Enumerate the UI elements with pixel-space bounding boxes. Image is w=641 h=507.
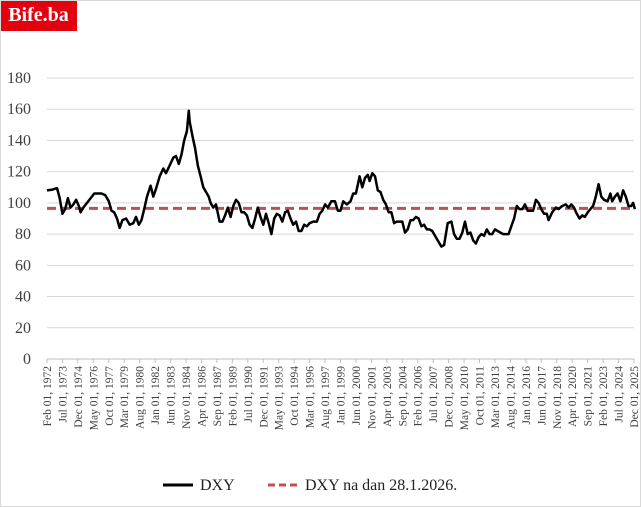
x-tick-label: Nov 01, 2018 [552,366,564,429]
x-tick-label: Jan 01, 2016 [521,366,533,425]
grid-lines [47,77,634,329]
x-tick-label: Dec 01, 2008 [444,366,456,428]
x-tick-label: Oct 01, 1994 [289,366,301,426]
y-tick-label: 140 [7,132,31,149]
y-tick-label: 100 [7,195,31,212]
legend-label: DXY [200,477,235,494]
x-tick-label: Feb 01, 1989 [227,366,239,427]
x-tick-label: Oct 01, 2011 [475,366,487,426]
x-tick-label: Jan 01, 1999 [336,366,348,425]
x-tick-label: Apr 01, 2020 [567,366,579,427]
brand-logo: Bife.ba [0,0,77,31]
x-tick-label: Aug 01, 1980 [135,366,147,429]
x-tick-label: Mar 01, 1996 [305,366,317,429]
y-tick-label: 80 [15,226,31,243]
y-axis-ticks: 0 20 40 60 80 100 120 140 160 180 [7,70,31,368]
y-tick-label: 0 [23,351,31,368]
y-tick-label: 60 [15,257,31,274]
x-tick-label: Mar 01, 2013 [490,366,502,429]
x-tick-label: Jun 01, 1983 [166,366,178,425]
x-tick-label: Jul 01, 1973 [57,366,69,423]
x-tick-label: Jul 01, 2007 [428,366,440,423]
x-tick-label: Sep 01, 2004 [397,366,409,427]
x-tick-label: Dec 01, 1974 [73,366,85,428]
x-tick-label: Jun 01, 2017 [536,366,548,425]
x-tick-label: Dec 01, 1991 [258,366,270,428]
y-tick-label: 40 [15,289,31,306]
series-lines [46,109,637,248]
dxy-line [46,109,637,248]
x-tick-label: Nov 01, 1984 [181,366,193,429]
x-tick-label: Dec 01, 2025 [629,366,641,428]
y-tick-label: 20 [15,320,31,337]
legend-label: DXY na dan 28.1.2026. [305,477,457,494]
x-axis-ticks: Feb 01, 1972 Jul 01, 1973 Dec 01, 1974 May … [42,359,641,430]
x-tick-label: Mar 01, 1979 [119,366,131,429]
x-tick-label: Sep 01, 2021 [583,366,595,427]
x-tick-label: Feb 01, 2023 [598,366,610,427]
x-tick-label: Sep 01, 1987 [212,366,224,427]
x-tick-label: Aug 01, 2014 [505,366,517,429]
x-tick-label: Aug 01, 1997 [320,366,332,429]
x-tick-label: Jun 01, 2000 [351,366,363,425]
x-tick-label: Feb 01, 1972 [42,366,54,427]
y-tick-label: 180 [7,70,31,87]
x-tick-label: May 01, 2010 [459,366,471,430]
y-tick-label: 160 [7,101,31,118]
x-tick-label: May 01, 1993 [274,366,286,430]
x-tick-label: May 01, 1976 [88,366,100,430]
y-tick-label: 120 [7,164,31,181]
x-tick-label: Oct 01, 1977 [104,366,116,426]
x-tick-label: Nov 01, 2001 [366,366,378,429]
x-tick-label: Jul 01, 1990 [243,366,255,423]
x-tick-label: Jul 01, 2024 [614,366,626,423]
x-tick-label: Apr 01, 2003 [382,366,394,427]
legend: DXY DXY na dan 28.1.2026. [163,477,457,494]
x-tick-label: Feb 01, 2006 [413,366,425,427]
x-tick-label: Jan 01, 1982 [150,366,162,425]
x-tick-label: Apr 01, 1986 [196,366,208,427]
